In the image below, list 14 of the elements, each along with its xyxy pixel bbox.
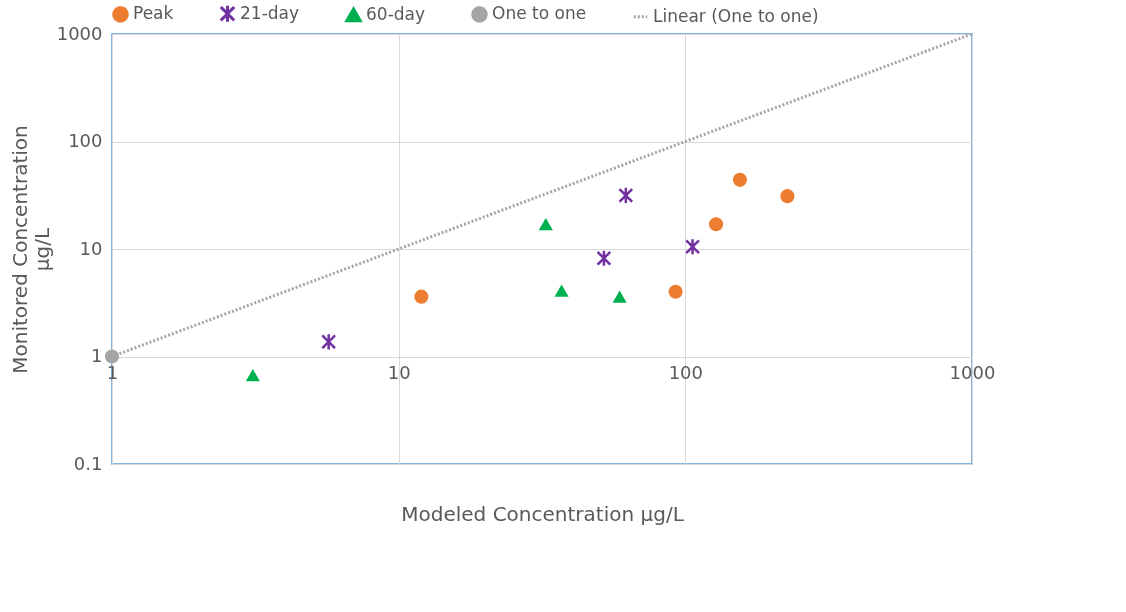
y-tick-label: 1000 xyxy=(56,22,103,44)
y-tick-label: 1 xyxy=(91,345,103,366)
y-tick-label: 10 xyxy=(79,237,103,259)
legend-label: Linear (One to one) xyxy=(653,5,819,26)
x-tick-label: 100 xyxy=(668,362,704,383)
x-axis-title: Modeled Concentration µg/L xyxy=(401,501,685,526)
x-tick-label: 10 xyxy=(387,362,411,383)
y-tick-label: 100 xyxy=(68,130,103,151)
legend-label: 21-day xyxy=(240,2,300,23)
legend-label: 60-day xyxy=(366,3,426,24)
legend-label: Peak xyxy=(133,3,174,24)
y-axis-title: Monitored Concentration µg/L xyxy=(7,125,54,374)
y-tick-label: 0.1 xyxy=(73,452,103,474)
legend-label: One to one xyxy=(492,3,587,24)
